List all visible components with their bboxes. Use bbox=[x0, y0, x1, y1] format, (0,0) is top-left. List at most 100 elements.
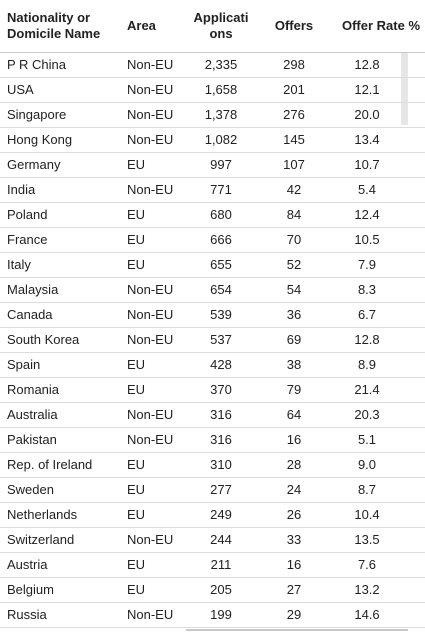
cell-applications: 205 bbox=[210, 582, 232, 597]
table-body: P R China Non-EU 2,335 298 12.8 USA Non-EU 1,65… bbox=[0, 53, 425, 632]
table-row[interactable]: Italy EU 655 52 7.9 bbox=[0, 253, 425, 278]
cell-offer-rate: 10.5 bbox=[354, 232, 380, 247]
cell-area: Non-EU bbox=[127, 282, 174, 297]
cell-area: EU bbox=[127, 557, 146, 572]
table-row[interactable]: Netherlands EU 249 26 10.4 bbox=[0, 503, 425, 528]
table-row[interactable]: Belgium EU 205 27 13.2 bbox=[0, 578, 425, 603]
table-row[interactable]: Singapore Non-EU 1,378 276 20.0 bbox=[0, 103, 425, 128]
cell-offers: 16 bbox=[286, 557, 302, 572]
cell-nationality: P R China bbox=[7, 57, 67, 72]
table-row[interactable]: Australia Non-EU 316 64 20.3 bbox=[0, 403, 425, 428]
cell-offers: 33 bbox=[286, 532, 302, 547]
cell-area: Non-EU bbox=[127, 107, 174, 122]
cell-offers: 276 bbox=[283, 107, 305, 122]
cell-area: Non-EU bbox=[127, 132, 174, 147]
cell-offer-rate: 14.6 bbox=[354, 607, 380, 622]
cell-nationality: Germany bbox=[7, 157, 61, 172]
cell-applications: 316 bbox=[210, 432, 232, 447]
cell-applications: 654 bbox=[210, 282, 232, 297]
header-nationality-label: Nationality or Domicile Name bbox=[7, 10, 101, 41]
header-offers-label: Offers bbox=[274, 18, 314, 33]
cell-nationality: USA bbox=[7, 82, 34, 97]
table-row[interactable]: Rep. of Ireland EU 310 28 9.0 bbox=[0, 453, 425, 478]
cell-applications: 244 bbox=[210, 532, 232, 547]
table-row[interactable]: Poland EU 680 84 12.4 bbox=[0, 203, 425, 228]
cell-offer-rate: 5.4 bbox=[357, 182, 377, 197]
table-row[interactable]: Hong Kong Non-EU 1,082 145 13.4 bbox=[0, 128, 425, 153]
table-row[interactable]: Sweden EU 277 24 8.7 bbox=[0, 478, 425, 503]
cell-area: EU bbox=[127, 582, 146, 597]
table-row[interactable]: South Korea Non-EU 537 69 12.8 bbox=[0, 328, 425, 353]
cell-applications: 277 bbox=[210, 482, 232, 497]
cell-offer-rate: 20.3 bbox=[354, 407, 380, 422]
cell-offers: 24 bbox=[286, 482, 302, 497]
cell-offer-rate: 21.4 bbox=[354, 382, 380, 397]
cell-area: EU bbox=[127, 482, 146, 497]
cell-offer-rate: 13.2 bbox=[354, 582, 380, 597]
cell-offers: 145 bbox=[283, 132, 305, 147]
cell-offers: 298 bbox=[283, 57, 305, 72]
cell-offer-rate: 13.5 bbox=[354, 532, 380, 547]
cell-nationality: Russia bbox=[7, 607, 47, 622]
cell-offer-rate: 9.0 bbox=[357, 457, 377, 472]
header-applications[interactable]: Applicati ons bbox=[188, 0, 254, 52]
table-row[interactable]: P R China Non-EU 2,335 298 12.8 bbox=[0, 53, 425, 78]
cell-offers: 54 bbox=[286, 282, 302, 297]
cell-offers: 36 bbox=[286, 307, 302, 322]
header-offer-rate[interactable]: Offer Rate % bbox=[337, 0, 425, 52]
cell-area: Non-EU bbox=[127, 532, 174, 547]
table-row[interactable]: Austria EU 211 16 7.6 bbox=[0, 553, 425, 578]
cell-offer-rate: 8.7 bbox=[357, 482, 377, 497]
cell-applications: 539 bbox=[210, 307, 232, 322]
cell-nationality: India bbox=[7, 182, 36, 197]
cell-applications: 2,335 bbox=[204, 57, 238, 72]
table-row[interactable]: France EU 666 70 10.5 bbox=[0, 228, 425, 253]
cell-applications: 1,082 bbox=[204, 132, 238, 147]
cell-applications: 666 bbox=[210, 232, 232, 247]
cell-applications: 1,658 bbox=[204, 82, 238, 97]
header-area[interactable]: Area bbox=[127, 0, 187, 52]
cell-applications: 310 bbox=[210, 457, 232, 472]
table-row[interactable]: Pakistan Non-EU 316 16 5.1 bbox=[0, 428, 425, 453]
table-row[interactable]: Canada Non-EU 539 36 6.7 bbox=[0, 303, 425, 328]
cell-area: Non-EU bbox=[127, 607, 174, 622]
cell-nationality: Romania bbox=[7, 382, 60, 397]
cell-area: EU bbox=[127, 357, 146, 372]
cell-offer-rate: 12.8 bbox=[354, 332, 380, 347]
cell-area: Non-EU bbox=[127, 57, 174, 72]
cell-nationality: Italy bbox=[7, 257, 31, 272]
table-row[interactable]: India Non-EU 771 42 5.4 bbox=[0, 178, 425, 203]
cell-offers: 107 bbox=[283, 157, 305, 172]
bottom-scroll-indicator[interactable] bbox=[186, 629, 408, 631]
table-row[interactable]: Malaysia Non-EU 654 54 8.3 bbox=[0, 278, 425, 303]
cell-applications: 199 bbox=[210, 607, 232, 622]
table-row[interactable]: Germany EU 997 107 10.7 bbox=[0, 153, 425, 178]
header-nationality[interactable]: Nationality or Domicile Name bbox=[7, 0, 122, 52]
cell-nationality: South Korea bbox=[7, 332, 80, 347]
table-row[interactable]: USA Non-EU 1,658 201 12.1 bbox=[0, 78, 425, 103]
cell-area: EU bbox=[127, 507, 146, 522]
table-header: Nationality or Domicile Name Area Applic… bbox=[0, 0, 425, 53]
cell-area: EU bbox=[127, 382, 146, 397]
cell-offer-rate: 12.1 bbox=[354, 82, 380, 97]
scrollbar-thumb[interactable] bbox=[401, 53, 408, 125]
cell-offers: 52 bbox=[286, 257, 302, 272]
cell-offer-rate: 10.7 bbox=[354, 157, 380, 172]
cell-offer-rate: 10.4 bbox=[354, 507, 380, 522]
cell-offers: 79 bbox=[286, 382, 302, 397]
cell-offer-rate: 7.6 bbox=[357, 557, 377, 572]
header-offers[interactable]: Offers bbox=[262, 0, 326, 52]
table-row[interactable]: Romania EU 370 79 21.4 bbox=[0, 378, 425, 403]
table-row[interactable]: Switzerland Non-EU 244 33 13.5 bbox=[0, 528, 425, 553]
cell-nationality: Rep. of Ireland bbox=[7, 457, 93, 472]
table-row[interactable]: Russia Non-EU 199 29 14.6 bbox=[0, 603, 425, 628]
cell-applications: 211 bbox=[210, 557, 232, 572]
cell-nationality: Malaysia bbox=[7, 282, 59, 297]
cell-offer-rate: 20.0 bbox=[354, 107, 380, 122]
cell-nationality: Poland bbox=[7, 207, 48, 222]
cell-applications: 370 bbox=[210, 382, 232, 397]
cell-nationality: Sweden bbox=[7, 482, 54, 497]
cell-offer-rate: 12.4 bbox=[354, 207, 380, 222]
cell-nationality: Pakistan bbox=[7, 432, 57, 447]
table-row[interactable]: Spain EU 428 38 8.9 bbox=[0, 353, 425, 378]
